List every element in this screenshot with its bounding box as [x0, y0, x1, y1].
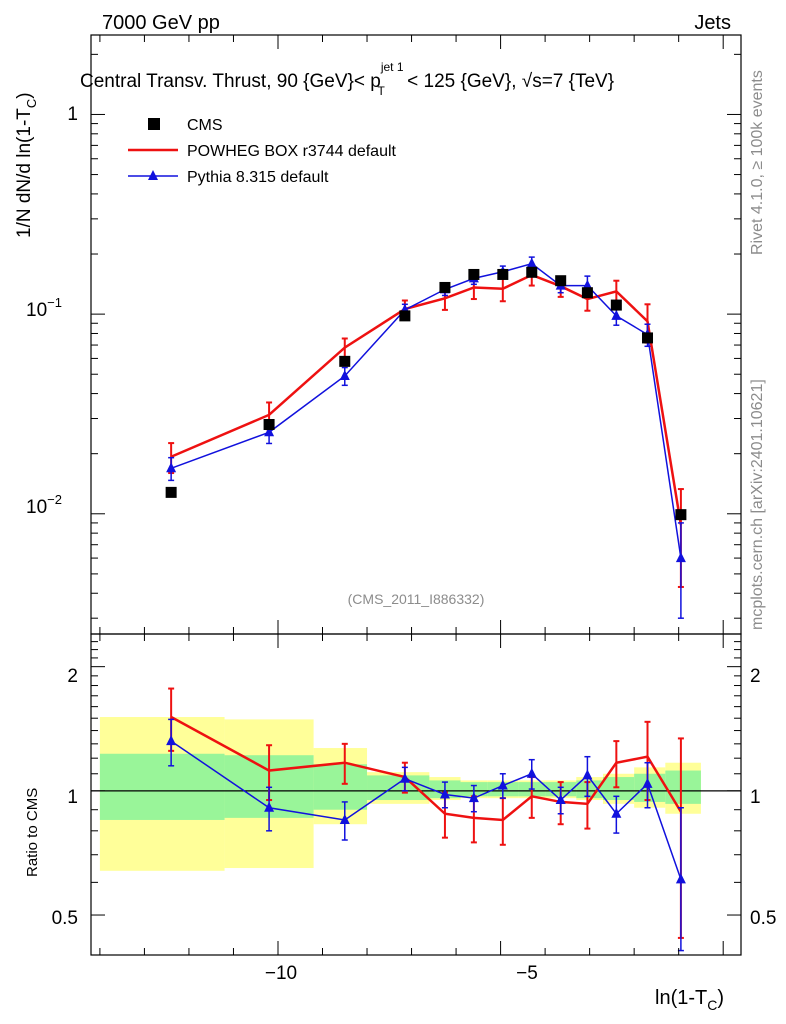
ratio-pythia-point-8	[555, 794, 566, 805]
legend-powheg-label: POWHEG BOX r3744 default	[187, 143, 397, 160]
y-axis-label-ratio: Ratio to CMS	[24, 788, 41, 877]
ratio-pythia-point-9	[582, 769, 593, 780]
ratio-powheg-line	[170, 715, 682, 822]
powheg-line	[170, 273, 683, 526]
frames-layer	[90, 34, 742, 956]
legend: CMS POWHEG BOX r3744 default Pythia 8.31…	[128, 117, 397, 186]
ratio-tick-0.5: 0.5	[52, 908, 78, 929]
cms-point-4	[439, 281, 451, 293]
cms-point-7	[526, 266, 538, 278]
cms-point-2	[339, 355, 351, 367]
main-plot-layer	[165, 256, 687, 619]
pythia-point-10	[611, 309, 622, 320]
title-sup: jet 1	[380, 60, 404, 74]
ratio-pythia-point-12	[675, 873, 686, 884]
x-tick-minus5: −5	[516, 963, 538, 984]
cms-point-6	[497, 268, 509, 280]
ratio-tick-2: 2	[67, 666, 78, 687]
y-tick-0.1: 10−1	[26, 295, 62, 321]
ratio-tick-1-right: 1	[750, 787, 761, 808]
title-sub: T	[378, 84, 386, 98]
x-axis-label: ln(1-TC)	[655, 987, 724, 1013]
legend-pythia-label: Pythia 8.315 default	[187, 169, 329, 186]
pythia-point-1	[264, 426, 275, 437]
ratio-pythia-point-1	[264, 801, 275, 812]
y-tick-1: 1	[67, 104, 78, 125]
ratio-tick-2-right: 2	[750, 666, 761, 687]
rivet-version-label: Rivet 4.1.0, ≥ 100k events	[749, 70, 766, 255]
ratio-pythia-point-3	[399, 772, 410, 783]
cms-point-9	[581, 287, 593, 299]
category-label: Jets	[694, 12, 731, 34]
ratio-pythia-point-2	[339, 813, 350, 824]
ratio-band-inner-0	[99, 753, 225, 820]
ratio-band-inner-10	[602, 777, 635, 801]
title-part1: Central Transv. Thrust, 90 {GeV}< p	[80, 71, 381, 92]
ratio-pythia-point-10	[611, 807, 622, 818]
ratio-band-inner-12	[665, 770, 701, 804]
pythia-point-0	[166, 462, 177, 473]
cms-point-11	[642, 332, 654, 344]
y-tick-0.01: 10−2	[26, 492, 62, 518]
cms-point-12	[675, 509, 687, 521]
cms-point-1	[263, 419, 275, 431]
y-axis-label-main: 1/N dN/d ln(1-TC)	[14, 92, 39, 238]
ratio-band-inner-9	[576, 780, 603, 799]
cms-point-8	[555, 275, 567, 287]
plot-title: Central Transv. Thrust, 90 {GeV}< pjet 1…	[80, 60, 614, 98]
pythia-point-9	[582, 279, 593, 290]
cms-point-10	[610, 299, 622, 311]
ratio-band-inner-2	[313, 764, 368, 810]
mcplots-label: mcplots.cern.ch [arXiv:2401.10621]	[749, 379, 766, 630]
ratio-frame	[90, 633, 742, 956]
ratio-tick-1: 1	[67, 787, 78, 808]
x-tick-minus10: −10	[265, 963, 297, 984]
pythia-line	[170, 262, 682, 559]
ratio-pythia-point-4	[439, 788, 450, 799]
title-sqrt: √s=7 {TeV}	[522, 71, 614, 92]
legend-cms-marker	[148, 118, 160, 130]
ratio-pythia-point-6	[497, 779, 508, 790]
analysis-id: (CMS_2011_I886332)	[348, 591, 485, 607]
title-part2: < 125 {GeV},	[402, 71, 522, 92]
pythia-point-12	[675, 552, 686, 563]
ratio-pythia-point-5	[468, 792, 479, 803]
energy-label: 7000 GeV pp	[102, 12, 220, 34]
legend-cms-label: CMS	[187, 117, 223, 134]
pythia-point-7	[526, 257, 537, 268]
cms-point-5	[468, 268, 480, 280]
ratio-plot-layer	[91, 687, 741, 952]
pythia-point-2	[339, 369, 350, 380]
ratio-pythia-point-0	[166, 735, 177, 746]
ratio-tick-0.5-right: 0.5	[750, 908, 776, 929]
ratio-pythia-point-7	[526, 767, 537, 778]
ratio-band-inner-3	[367, 775, 430, 801]
cms-point-0	[165, 486, 177, 498]
cms-point-3	[399, 310, 411, 322]
legend-pythia-marker	[148, 170, 158, 180]
ratio-pythia-point-11	[642, 777, 653, 788]
